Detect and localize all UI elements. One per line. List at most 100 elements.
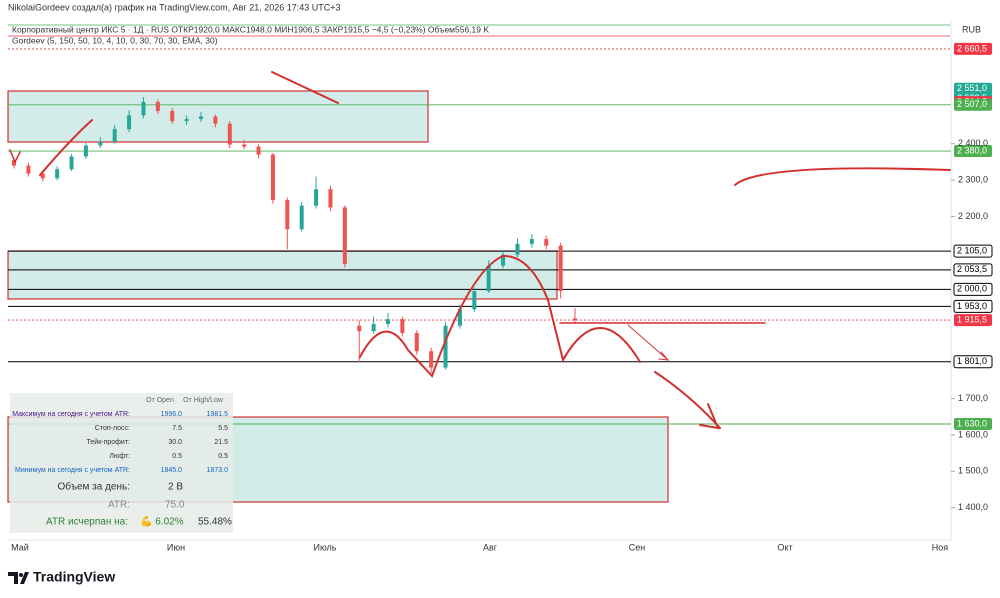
drawing bbox=[654, 371, 721, 430]
candle-body bbox=[558, 245, 563, 292]
level-label: 1 953,0 bbox=[957, 301, 987, 311]
level-label-box bbox=[953, 244, 993, 258]
candle-body bbox=[371, 323, 376, 332]
panel-row-label: Стоп-лосс: bbox=[95, 425, 130, 432]
candle-body bbox=[127, 115, 132, 130]
candle-body bbox=[270, 154, 275, 201]
level-label: 1 630,0 bbox=[957, 418, 987, 428]
panel-row-label: ATR исчерпан на: bbox=[46, 517, 128, 528]
author-line: NikolaiGordeev создал(а) график на Tradi… bbox=[8, 2, 341, 12]
level-label-box bbox=[954, 82, 992, 95]
panel-cell: 0.5 bbox=[172, 453, 182, 460]
candle-body bbox=[429, 351, 434, 368]
candle-body bbox=[98, 141, 103, 146]
candle-body bbox=[357, 325, 362, 332]
level-label: 1 801,0 bbox=[957, 356, 987, 366]
drawing bbox=[627, 324, 670, 361]
level-label: 2 380,0 bbox=[957, 145, 987, 155]
panel-row-label: Объем за день: bbox=[58, 481, 130, 493]
panel-cell: 1981.5 bbox=[207, 411, 229, 418]
candle-body bbox=[544, 239, 549, 246]
indicator-line: Gordeev (5, 150, 50, 10, 4, 10, 0, 30, 7… bbox=[12, 35, 218, 45]
y-tick-label: 1 500,0 bbox=[958, 466, 988, 476]
panel-cell: 1996.0 bbox=[161, 411, 183, 418]
candle-body bbox=[314, 189, 319, 206]
x-tick-label: Июн bbox=[167, 542, 185, 552]
currency: RUB bbox=[962, 24, 981, 34]
y-tick-label: 1 400,0 bbox=[958, 502, 988, 512]
zone bbox=[7, 90, 429, 143]
y-tick-label: 1 600,0 bbox=[958, 429, 988, 439]
level-label: 2 507,0 bbox=[957, 99, 987, 109]
candle-body bbox=[400, 319, 405, 334]
panel-row-label: Тейк-профит: bbox=[87, 438, 131, 446]
candle-body bbox=[184, 118, 189, 122]
drawings bbox=[9, 71, 951, 430]
panel-cell: 💪 6.02% bbox=[140, 515, 184, 528]
drawing bbox=[359, 254, 641, 378]
panel-row-label: Люфт: bbox=[109, 453, 130, 460]
drawing bbox=[39, 119, 93, 176]
candle-body bbox=[112, 129, 117, 142]
candle-body bbox=[155, 101, 160, 111]
panel-header: От High/Low bbox=[183, 397, 224, 404]
panel-cell: 1845.0 bbox=[161, 467, 183, 474]
x-tick-label: Сен bbox=[629, 542, 646, 552]
panel-cell: 0.5 bbox=[218, 453, 228, 460]
drawing bbox=[271, 71, 339, 104]
candle-body bbox=[573, 318, 577, 321]
level-label-box bbox=[954, 417, 992, 430]
level-label: 1 915,5 bbox=[957, 314, 987, 324]
panel-row-label: ATR: bbox=[108, 500, 130, 511]
y-tick-label: 1 700,0 bbox=[958, 393, 988, 403]
candle-body bbox=[486, 265, 491, 292]
candle-body bbox=[40, 173, 45, 179]
panel-cell: 75.0 bbox=[165, 500, 185, 511]
candle-body bbox=[328, 189, 333, 208]
candle-body bbox=[199, 116, 203, 119]
info-panel bbox=[10, 393, 233, 533]
level-label: 2 551,0 bbox=[957, 83, 987, 93]
panel-cell: 5.5 bbox=[218, 425, 228, 432]
candle-body bbox=[26, 165, 31, 174]
candle-body bbox=[83, 145, 88, 157]
x-tick-label: Авг bbox=[483, 542, 498, 552]
candle-body bbox=[141, 101, 146, 116]
candle-body bbox=[515, 243, 520, 255]
level-label: 2 105,0 bbox=[957, 245, 987, 255]
panel-row-label: Максимум на сегодня с учетом ATR: bbox=[12, 411, 130, 418]
logo-mark bbox=[8, 572, 29, 584]
candle-body bbox=[529, 239, 534, 244]
candle-body bbox=[443, 325, 448, 368]
level-label-box bbox=[954, 98, 992, 111]
candle-body bbox=[501, 254, 506, 266]
x-tick-label: Окт bbox=[777, 542, 792, 552]
level-label: 2 053,5 bbox=[957, 264, 987, 274]
candle-body bbox=[242, 144, 247, 147]
drawing bbox=[734, 167, 951, 186]
candle-body bbox=[55, 169, 60, 179]
level-label-box bbox=[953, 282, 993, 296]
panel-cell: 7.5 bbox=[172, 425, 182, 432]
panel-cell: 30.0 bbox=[168, 439, 182, 446]
level-label-box bbox=[953, 299, 993, 313]
panel-cell: 1873.0 bbox=[207, 467, 229, 474]
drawing bbox=[9, 149, 21, 164]
y-tick-label: 2 400,0 bbox=[958, 138, 988, 148]
panel-header: От Open bbox=[146, 397, 174, 404]
y-tick-label: 2 300,0 bbox=[958, 175, 988, 185]
panel-cell: 2 B bbox=[168, 482, 183, 493]
candle-body bbox=[472, 291, 477, 310]
candle-body bbox=[227, 123, 232, 145]
brand: TradingView bbox=[33, 569, 115, 585]
level-label-box bbox=[954, 145, 992, 158]
candle-body bbox=[213, 116, 218, 124]
x-tick-label: Ноя bbox=[932, 542, 949, 552]
candle-body bbox=[69, 156, 74, 170]
logo-dot bbox=[19, 573, 23, 577]
panel-row-label: Минимум на сегодня с учетом ATR: bbox=[15, 467, 130, 474]
symbol-line: Корпоративный центр ИКС 5 · 1Д · RUS ОТК… bbox=[12, 24, 489, 34]
level-label: 2 660,5 bbox=[957, 43, 987, 53]
x-tick-label: Июль bbox=[314, 542, 337, 552]
